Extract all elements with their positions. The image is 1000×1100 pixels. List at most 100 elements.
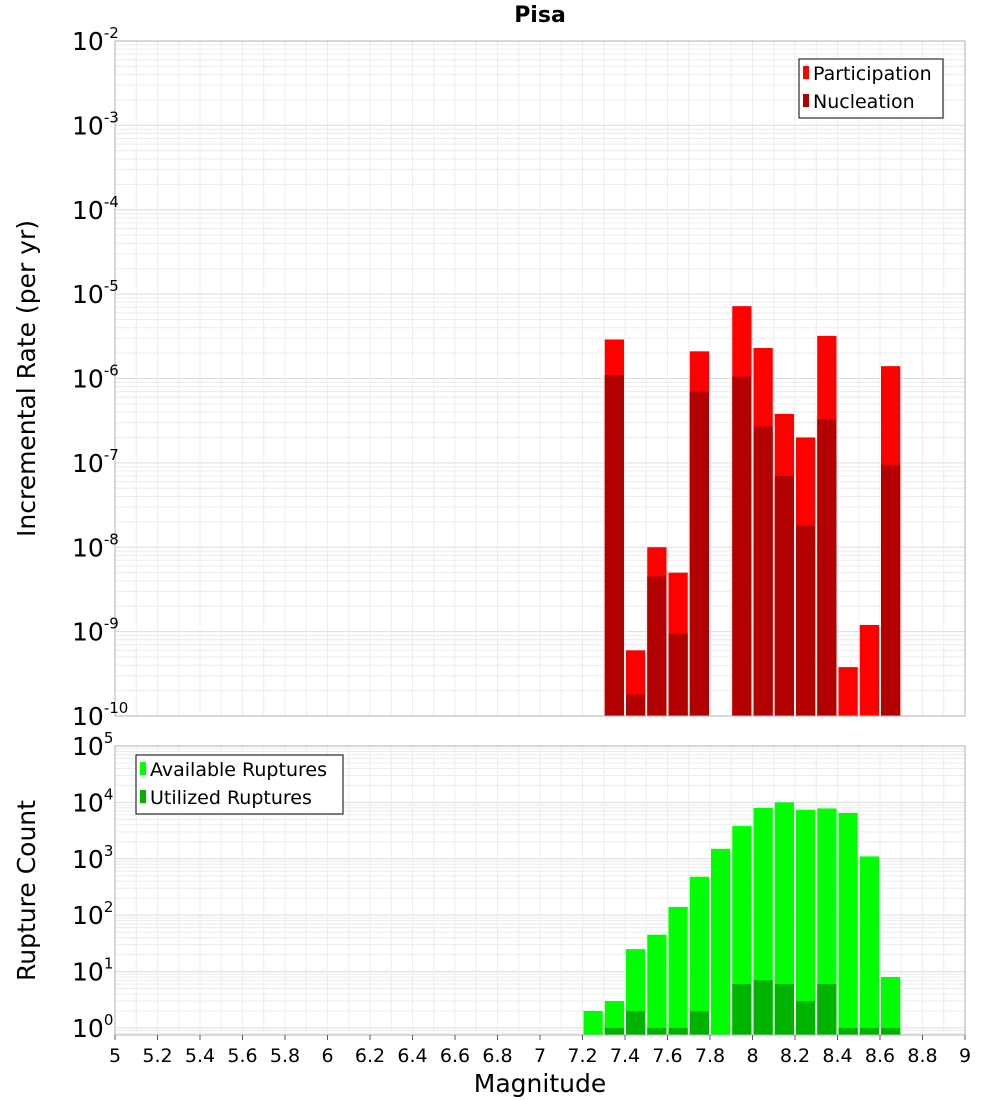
bar-nucleation-7.95 (732, 376, 752, 716)
x-tick-label: 8.2 (780, 1045, 810, 1067)
legend-swatch (803, 66, 809, 79)
bar-available-ruptures-8.65 (881, 977, 901, 1035)
y-tick-label: 10-2 (72, 24, 119, 56)
y-tick-label: 104 (72, 785, 113, 817)
bar-available-ruptures-7.55 (647, 934, 667, 1035)
x-tick-label: 5.8 (270, 1045, 300, 1067)
y-tick-label: 10-10 (72, 699, 128, 731)
legend-swatch (140, 790, 146, 803)
x-tick-label: 5.6 (227, 1045, 257, 1067)
y-axis-label: Incremental Rate (per yr) (12, 220, 41, 537)
x-tick-label: 7.2 (567, 1045, 597, 1067)
bar-utilized-ruptures-7.75 (689, 1010, 709, 1035)
y-tick-label: 10-5 (72, 277, 119, 309)
y-axis-label: Rupture Count (12, 800, 41, 981)
x-tick-label: 7.6 (652, 1045, 682, 1067)
x-tick-label: 6.4 (397, 1045, 427, 1067)
x-axis-label: Magnitude (474, 1069, 606, 1098)
bar-utilized-ruptures-7.65 (668, 1027, 688, 1035)
bar-utilized-ruptures-7.35 (604, 1027, 624, 1035)
bar-participation-8.45 (838, 667, 858, 716)
bar-nucleation-8.35 (817, 419, 837, 716)
legend-label: Nucleation (813, 91, 915, 113)
series-nucleation (604, 375, 901, 716)
bar-participation-8.55 (859, 624, 879, 716)
x-tick-label: 6.8 (482, 1045, 512, 1067)
bar-nucleation-7.55 (647, 576, 667, 716)
bar-nucleation-7.65 (668, 633, 688, 716)
legend: Available Ruptures Utilized Ruptures (135, 754, 344, 815)
bar-nucleation-8.15 (774, 475, 794, 716)
y-tick-label: 10-8 (72, 530, 119, 562)
x-tick-label: 6 (321, 1045, 333, 1067)
bar-utilized-ruptures-8.35 (817, 984, 837, 1035)
y-tick-label: 105 (72, 729, 113, 761)
series-utilized-ruptures (604, 980, 901, 1035)
x-tick-label: 5.2 (142, 1045, 172, 1067)
legend-box (135, 754, 344, 815)
bar-available-ruptures-7.35 (604, 1001, 624, 1035)
bar-utilized-ruptures-8.05 (753, 980, 773, 1035)
bar-available-ruptures-7.65 (668, 906, 688, 1035)
bar-available-ruptures-8.55 (859, 856, 879, 1035)
x-tick-label: 8.4 (822, 1045, 852, 1067)
bar-nucleation-8.25 (796, 525, 816, 716)
gridlines (114, 41, 966, 717)
bar-nucleation-7.35 (604, 375, 624, 716)
y-tick-label: 10-9 (72, 615, 119, 647)
x-tick-label: 7.8 (695, 1045, 725, 1067)
bar-available-ruptures-8.15 (774, 802, 794, 1035)
x-tick-label: 8.6 (865, 1045, 895, 1067)
x-tick-label: 7.4 (610, 1045, 640, 1067)
bar-available-ruptures-8.45 (838, 812, 858, 1035)
bar-available-ruptures-8.35 (817, 808, 837, 1035)
x-tick-label: 9 (959, 1045, 971, 1067)
bar-utilized-ruptures-8.65 (881, 1027, 901, 1035)
legend: Participation Nucleation (798, 58, 944, 119)
panel-1: 10-10 10-9 10-8 10-7 10-6 10-5 10-4 10-3 10-2 Inc… (12, 3, 966, 731)
y-tick-label: 10-3 (72, 108, 119, 140)
bar-available-ruptures-7.75 (689, 876, 709, 1035)
bar-nucleation-7.45 (626, 694, 646, 716)
bar-nucleation-8.65 (881, 464, 901, 716)
bar-utilized-ruptures-8.25 (796, 1001, 816, 1035)
bar-utilized-ruptures-7.55 (647, 1027, 667, 1035)
chart-title: Pisa (514, 3, 566, 28)
y-tick-label: 103 (72, 842, 113, 874)
x-tick-label: 5.4 (185, 1045, 215, 1067)
series-available-ruptures (583, 802, 901, 1035)
y-tick-label: 100 (72, 1011, 113, 1043)
bar-utilized-ruptures-7.95 (732, 984, 752, 1035)
bar-utilized-ruptures-7.45 (626, 1010, 646, 1035)
legend-label: Participation (813, 63, 932, 85)
bar-utilized-ruptures-8.45 (838, 1027, 858, 1035)
bar-available-ruptures-8.25 (796, 809, 816, 1035)
bar-utilized-ruptures-8.15 (774, 984, 794, 1035)
x-tick-label: 8 (746, 1045, 758, 1067)
x-tick-label: 5 (109, 1045, 121, 1067)
x-tick-label: 7 (534, 1045, 546, 1067)
x-tick-label: 6.6 (440, 1045, 470, 1067)
bar-available-ruptures-7.85 (711, 848, 731, 1035)
legend-label: Available Ruptures (150, 759, 327, 781)
x-tick-labels: 5 5.2 5.4 5.6 5.8 6 6.2 6.4 6.6 6.8 7 7.2 7.4 7.6 7.8 8… (109, 1035, 971, 1067)
y-tick-label: 102 (72, 898, 113, 930)
y-tick-label: 10-4 (72, 193, 119, 225)
y-tick-labels: 100 101 102 103 104 105 (72, 729, 113, 1043)
legend-box (798, 58, 944, 119)
y-tick-label: 10-7 (72, 446, 119, 478)
y-tick-labels: 10-10 10-9 10-8 10-7 10-6 10-5 10-4 10-3 10-2 (72, 24, 128, 731)
legend-swatch (803, 94, 809, 107)
legend-swatch (140, 762, 146, 775)
bar-nucleation-8.05 (753, 426, 773, 716)
bar-utilized-ruptures-8.55 (859, 1027, 879, 1035)
y-tick-label: 101 (72, 955, 113, 987)
bar-available-ruptures-7.25 (583, 1010, 603, 1035)
bar-available-ruptures-8.05 (753, 807, 773, 1035)
legend-label: Utilized Ruptures (150, 787, 312, 809)
x-tick-label: 6.2 (355, 1045, 385, 1067)
x-tick-label: 8.8 (907, 1045, 937, 1067)
bar-available-ruptures-7.95 (732, 826, 752, 1035)
y-tick-label: 10-6 (72, 362, 119, 394)
